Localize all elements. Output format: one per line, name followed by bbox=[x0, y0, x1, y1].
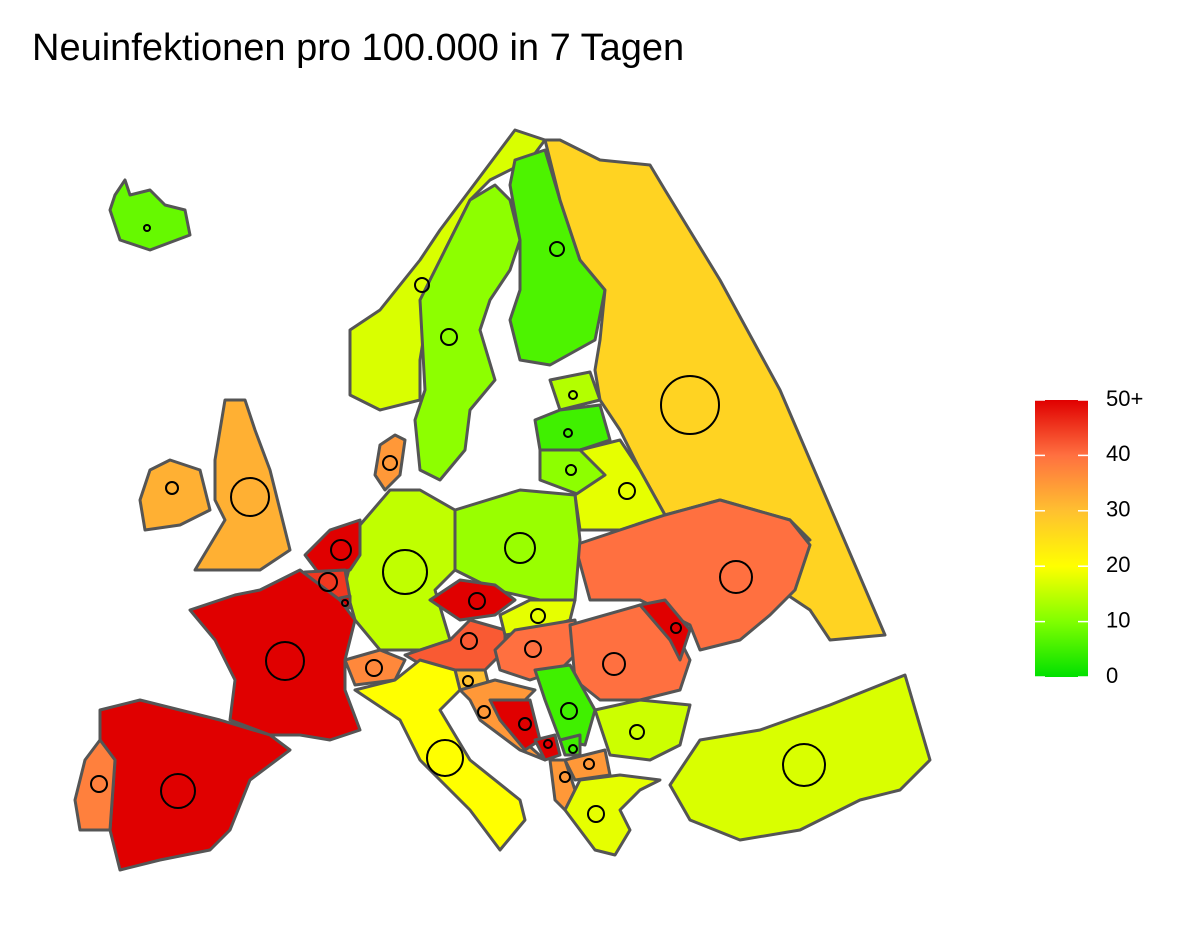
population-circle bbox=[440, 328, 458, 346]
population-circle bbox=[530, 608, 546, 624]
map-title: Neuinfektionen pro 100.000 in 7 Tagen bbox=[32, 27, 684, 69]
region bbox=[428, 578, 517, 622]
population-circle bbox=[382, 455, 398, 471]
population-circle bbox=[382, 549, 428, 595]
population-circle bbox=[719, 560, 753, 594]
population-circle bbox=[426, 739, 464, 777]
population-circle bbox=[670, 622, 682, 634]
colorbar-tick-label: 50+ bbox=[1106, 386, 1143, 411]
region bbox=[638, 598, 692, 662]
population-circle bbox=[568, 744, 578, 754]
population-circle bbox=[518, 717, 532, 731]
population-circle bbox=[460, 632, 478, 650]
population-circle bbox=[583, 758, 595, 770]
population-circle bbox=[90, 775, 108, 793]
population-circle bbox=[230, 477, 270, 517]
population-circle bbox=[560, 702, 578, 720]
region bbox=[73, 738, 117, 832]
colorbar bbox=[1035, 400, 1088, 677]
colorbar-tick-label: 40 bbox=[1106, 441, 1130, 466]
population-circle bbox=[468, 592, 486, 610]
region bbox=[563, 773, 662, 857]
population-circle bbox=[143, 224, 151, 232]
population-circle bbox=[618, 482, 636, 500]
population-circle bbox=[330, 539, 352, 561]
colorbar-tick-label: 10 bbox=[1106, 607, 1130, 632]
region bbox=[303, 518, 362, 577]
population-circle bbox=[318, 572, 338, 592]
region bbox=[413, 183, 522, 482]
region bbox=[593, 698, 692, 762]
population-circle bbox=[782, 743, 826, 787]
population-circle bbox=[660, 375, 720, 435]
region bbox=[493, 618, 582, 682]
regions bbox=[73, 128, 932, 872]
region bbox=[533, 403, 612, 452]
population-circle bbox=[549, 241, 565, 257]
region bbox=[138, 458, 212, 532]
region bbox=[343, 648, 407, 687]
population-circle bbox=[587, 805, 605, 823]
population-circle bbox=[165, 481, 179, 495]
population-circle bbox=[462, 675, 474, 687]
region bbox=[668, 673, 932, 842]
population-circle bbox=[565, 464, 577, 476]
population-circle bbox=[559, 771, 571, 783]
region bbox=[488, 698, 542, 752]
population-circles bbox=[90, 224, 826, 823]
population-circle bbox=[602, 652, 626, 676]
colorbar-tick-label: 0 bbox=[1106, 663, 1118, 688]
legend: 0 10 20 30 40 50+ bbox=[1035, 386, 1143, 688]
region bbox=[108, 178, 192, 252]
region bbox=[343, 488, 457, 652]
region bbox=[353, 658, 527, 852]
population-circle bbox=[341, 599, 349, 607]
population-circle bbox=[477, 705, 491, 719]
population-circle bbox=[568, 390, 578, 400]
population-circle bbox=[524, 640, 542, 658]
population-circle bbox=[629, 724, 645, 740]
population-circle bbox=[265, 641, 305, 681]
region bbox=[508, 148, 607, 367]
region bbox=[348, 128, 547, 412]
population-circle bbox=[504, 532, 536, 564]
population-circle bbox=[563, 428, 573, 438]
population-circle bbox=[160, 773, 196, 809]
population-circle bbox=[365, 659, 383, 677]
population-circle bbox=[543, 739, 553, 749]
colorbar-tick-label: 20 bbox=[1106, 552, 1130, 577]
region bbox=[188, 568, 362, 742]
region bbox=[193, 398, 292, 572]
region bbox=[373, 433, 407, 492]
colorbar-tick-label: 30 bbox=[1106, 497, 1130, 522]
population-circle bbox=[414, 277, 430, 293]
